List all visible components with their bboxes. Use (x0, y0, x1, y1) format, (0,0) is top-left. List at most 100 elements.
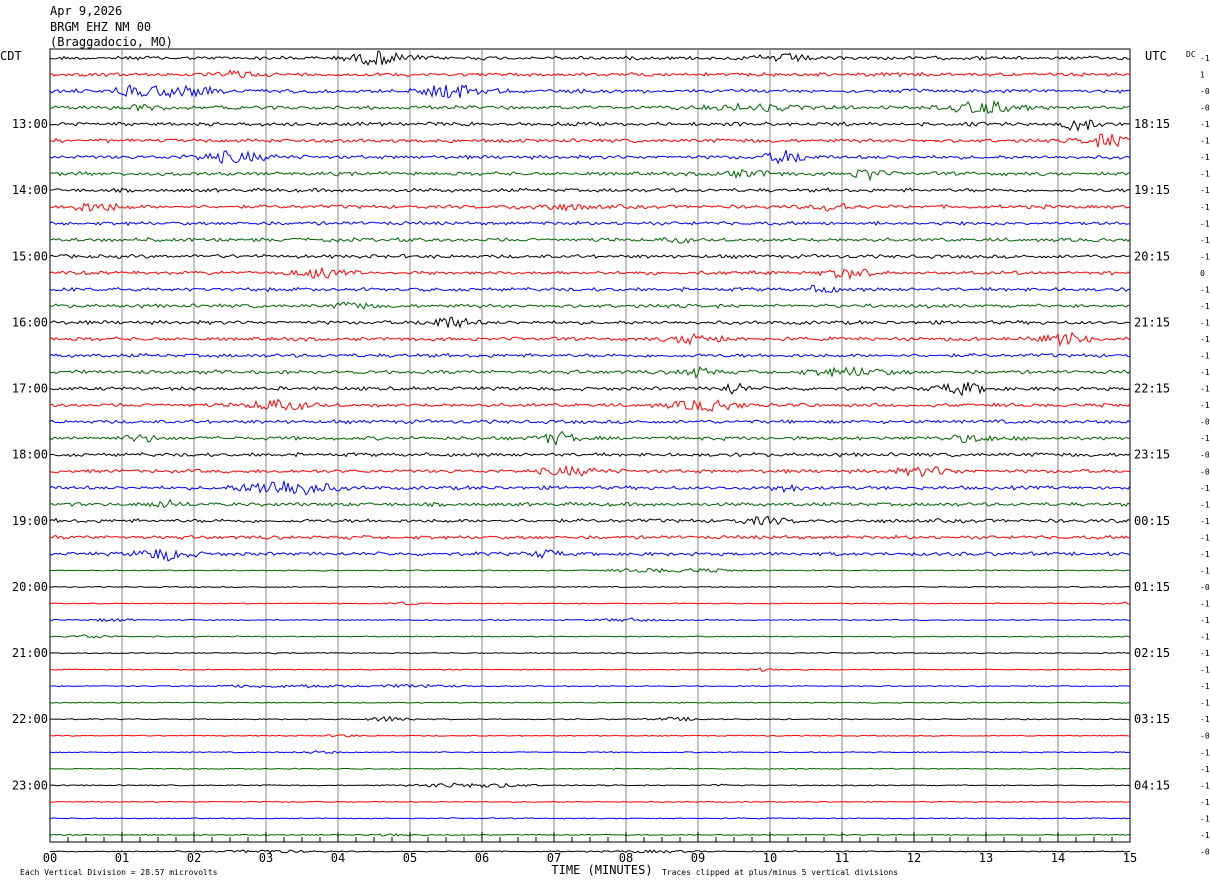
dc-offset-label: 0 (1200, 269, 1205, 278)
trace-line (49, 548, 1131, 562)
dc-offset-label: -1 (1200, 517, 1210, 526)
trace-line (49, 585, 1131, 589)
trace-line (49, 187, 1131, 194)
trace-line (49, 419, 1131, 425)
x-tick-label: 08 (619, 851, 633, 865)
trace-line (49, 365, 1131, 380)
footer-clip-note: Traces clipped at plus/minus 5 vertical … (662, 868, 898, 877)
dc-offset-label: -1 (1200, 401, 1210, 410)
dc-offset-label: -0 (1200, 418, 1210, 427)
trace-line (49, 236, 1131, 244)
dc-offset-label: 1 (1200, 71, 1205, 80)
x-tick-label: 00 (43, 851, 57, 865)
trace-line (49, 634, 1131, 639)
location-label: (Braggadocio, MO) (50, 35, 173, 49)
plot-frame (49, 48, 1131, 843)
dc-offset-label: -0 (1200, 583, 1210, 592)
x-tick-label: 04 (331, 851, 345, 865)
trace-line (49, 767, 1131, 770)
trace-line (49, 832, 1131, 837)
cdt-hour-label: 21:00 (12, 646, 48, 660)
x-tick-label: 07 (547, 851, 561, 865)
x-tick-label: 01 (115, 851, 129, 865)
dc-offset-label: -1 (1200, 302, 1210, 311)
x-tick-label: 11 (835, 851, 849, 865)
dc-offset-label: -0 (1200, 732, 1210, 741)
dc-offset-label: -1 (1200, 699, 1210, 708)
trace-line (49, 316, 1131, 329)
trace-line (49, 715, 1130, 722)
dc-offset-label: -1 (1200, 765, 1210, 774)
trace-line (49, 202, 1131, 212)
dc-offset-label: -1 (1200, 649, 1210, 658)
dc-offset-label: -1 (1200, 137, 1210, 146)
x-tick-label: 15 (1123, 851, 1137, 865)
utc-hour-label: 02:15 (1134, 646, 1170, 660)
trace-line (49, 168, 1131, 182)
utc-hour-label: 18:15 (1134, 117, 1170, 131)
trace-line (49, 352, 1131, 359)
cdt-hour-label: 20:00 (12, 580, 48, 594)
x-tick-label: 12 (907, 851, 921, 865)
trace-line (49, 69, 1131, 79)
trace-line (49, 567, 1130, 574)
dc-offset-label: -1 (1200, 219, 1210, 228)
trace-line (49, 119, 1131, 132)
dc-offset-label: -1 (1200, 252, 1210, 261)
trace-line (49, 651, 1131, 655)
trace-line (49, 398, 1131, 412)
trace-line (49, 683, 1131, 689)
dc-offset-label: -0 (1200, 847, 1210, 856)
utc-hour-label: 19:15 (1134, 183, 1170, 197)
trace-line (49, 133, 1131, 148)
trace-line (49, 800, 1131, 804)
dc-offset-label: -1 (1200, 550, 1210, 559)
trace-line (49, 849, 1131, 854)
dc-offset-label: -1 (1200, 153, 1210, 162)
dc-offset-label: -0 (1200, 467, 1210, 476)
footer-scale-note: Each Vertical Division = 28.57 microvolt… (20, 868, 218, 877)
dc-offset-label: -0 (1200, 451, 1210, 460)
trace-line (49, 617, 1131, 623)
x-tick-label: 06 (475, 851, 489, 865)
x-tick-label: 02 (187, 851, 201, 865)
dc-offset-label: -1 (1200, 203, 1210, 212)
cdt-label: CDT (0, 49, 22, 63)
trace-line (49, 667, 1131, 672)
dc-label: DC (1186, 50, 1196, 59)
dc-offset-label: -1 (1200, 599, 1210, 608)
x-tick-label: 09 (691, 851, 705, 865)
trace-line (49, 50, 1131, 67)
utc-hour-label: 20:15 (1134, 249, 1170, 263)
dc-offset-label: -0 (1200, 87, 1210, 96)
dc-offset-label: -1 (1200, 54, 1210, 63)
dc-offset-label: -1 (1200, 533, 1210, 542)
trace-line (50, 734, 1131, 738)
trace-line (49, 451, 1131, 458)
cdt-hour-label: 17:00 (12, 382, 48, 396)
trace-line (49, 430, 1131, 446)
dc-offset-label: -1 (1200, 814, 1210, 823)
utc-label: UTC (1145, 49, 1167, 63)
dc-offset-label: -1 (1200, 616, 1210, 625)
dc-offset-label: -1 (1200, 236, 1210, 245)
x-tick-label: 14 (1051, 851, 1065, 865)
dc-offset-label: -1 (1200, 368, 1210, 377)
dc-offset-label: -1 (1200, 120, 1210, 129)
trace-line (49, 284, 1131, 294)
dc-offset-label: -0 (1200, 104, 1210, 113)
cdt-hour-label: 19:00 (12, 514, 48, 528)
x-tick-label: 03 (259, 851, 273, 865)
dc-offset-label: -1 (1200, 170, 1210, 179)
dc-offset-label: -1 (1200, 318, 1210, 327)
utc-hour-label: 22:15 (1134, 382, 1170, 396)
dc-offset-label: -1 (1200, 748, 1210, 757)
cdt-hour-label: 15:00 (12, 249, 48, 263)
utc-hour-label: 00:15 (1134, 514, 1170, 528)
dc-offset-label: -1 (1200, 484, 1210, 493)
utc-hour-label: 03:15 (1134, 712, 1170, 726)
cdt-hour-label: 16:00 (12, 315, 48, 329)
dc-offset-label: -1 (1200, 500, 1210, 509)
dc-offset-label: -1 (1200, 566, 1210, 575)
